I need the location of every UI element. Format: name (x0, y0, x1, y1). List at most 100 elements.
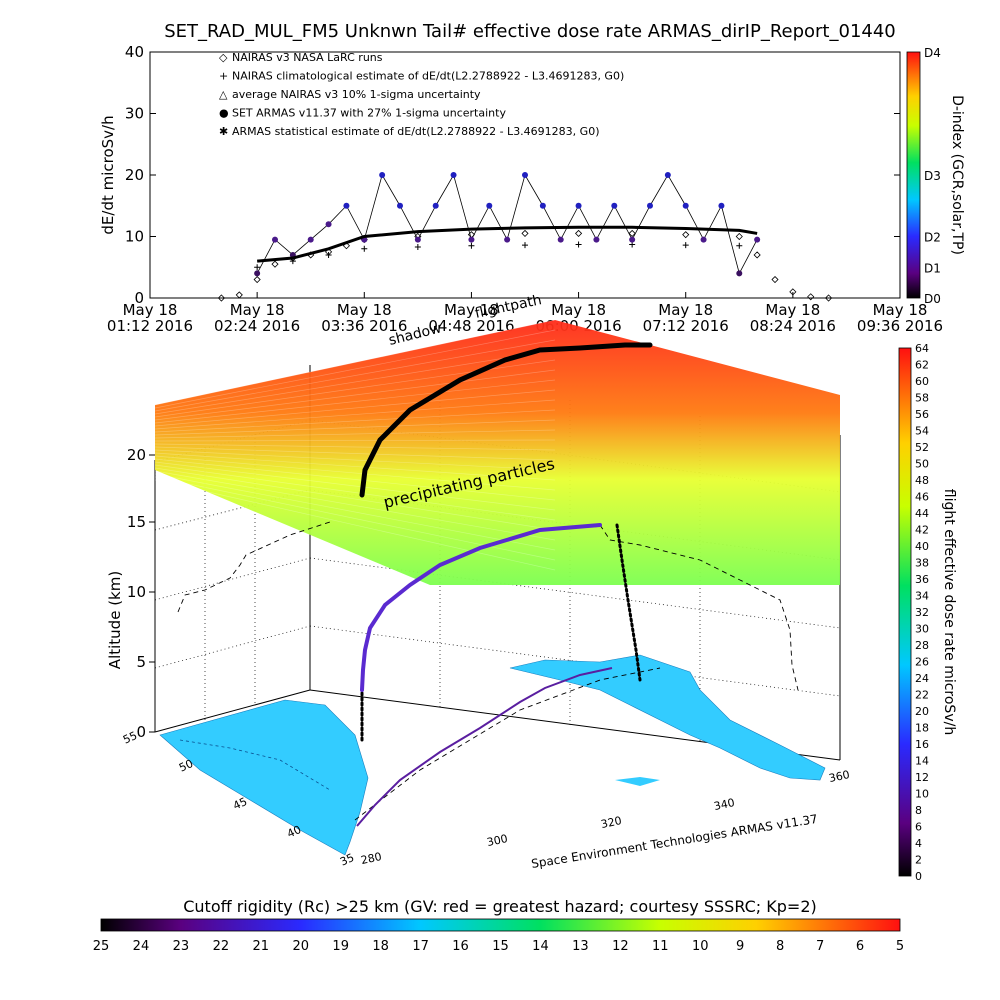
cutoff-tick-label: 12 (612, 939, 629, 954)
top-y-tick-label: 20 (125, 166, 144, 184)
dose-tick-label: 6 (915, 821, 922, 834)
cutoff-title: Cutoff rigidity (Rc) >25 km (GV: red = g… (183, 897, 817, 916)
legend-symbol: △ (219, 88, 228, 101)
land-east (509, 654, 826, 781)
z-tick-label: 15 (127, 513, 146, 531)
cutoff-ticks: 25 24 23 22 21 20 19 18 17 16 15 14 13 12 11 10 9 8 7 6 5 (93, 939, 904, 954)
sheet-line (154, 429, 556, 439)
sheet-line (154, 389, 556, 427)
lat-tick-label: 50 (177, 757, 195, 775)
lat-tick-label: 45 (231, 795, 249, 813)
lon-tick-label: 340 (713, 796, 736, 813)
dose-tick-label: 16 (915, 738, 929, 751)
dose-tick-label: 32 (915, 606, 929, 619)
armas-point (575, 202, 582, 209)
legend-entry: average NAIRAS v3 10% 1-sigma uncertaint… (232, 88, 481, 101)
dose-tick-label: 46 (915, 491, 929, 504)
dose-colorbar-label: flight effective dose rate microSv/h (941, 489, 957, 735)
armas-point (414, 236, 421, 243)
lat-tick-label: 40 (285, 823, 303, 841)
sheet-line (154, 319, 556, 406)
top-x-tick-time: 09:36 2016 (857, 317, 943, 335)
dose-tick-label: 30 (915, 623, 929, 636)
dose-tick-label: 26 (915, 656, 929, 669)
z-tick-label: 20 (127, 446, 146, 464)
dose-tick-label: 28 (915, 639, 929, 652)
top-x-tick-time: 02:24 2016 (214, 317, 300, 335)
lon-tick-label: 300 (486, 832, 509, 849)
dose-tick-label: 50 (915, 458, 929, 471)
armas-point (307, 236, 314, 243)
top-x-tick-time: 01:12 2016 (107, 317, 193, 335)
dose-tick-label: 58 (915, 392, 929, 405)
dindex-label: D-index (GCR,solar,TP) (949, 95, 965, 255)
nairas-point (253, 275, 261, 284)
sheet-line (154, 461, 556, 511)
sheet-line (154, 449, 556, 471)
nairas-point (771, 275, 779, 284)
nairas-point (235, 291, 243, 299)
armas-point (522, 172, 528, 178)
credit-text: Space Environment Technologies ARMAS v11… (530, 812, 818, 871)
climatological-point (736, 242, 743, 249)
climatological-point (522, 242, 528, 249)
sheet-line (154, 369, 556, 421)
armas-point (664, 172, 671, 178)
dose-tick-label: 12 (915, 771, 929, 784)
top-y-tick-label: 10 (125, 228, 144, 246)
nairas-point (628, 229, 636, 237)
radiation-sheet (154, 319, 840, 585)
dose-tick-label: 62 (915, 359, 929, 372)
cutoff-tick-label: 17 (412, 939, 429, 954)
dose-tick-label: 60 (915, 375, 929, 388)
lon-tick-label: 320 (600, 814, 623, 831)
sheet-line (154, 467, 556, 531)
cutoff-tick-label: 11 (652, 939, 669, 954)
dose-colorbar: 0246810121416182022242628303234363840424… (898, 342, 957, 883)
lon-tick-label: 280 (360, 850, 383, 867)
armas-point (486, 202, 493, 209)
ground-track (356, 667, 613, 827)
cutoff-tick-label: 22 (213, 939, 230, 954)
armas-point (379, 172, 386, 178)
armas-point (611, 202, 618, 209)
armas-point (450, 172, 457, 178)
armas-statistical-line (257, 225, 758, 263)
nairas-point (271, 260, 279, 268)
armas-point (557, 236, 564, 243)
sheet-line (154, 473, 556, 551)
dose-tick-label: 48 (915, 474, 929, 487)
climatological-point (254, 264, 261, 271)
sheet-line (154, 329, 556, 409)
legend-entry: NAIRAS v3 NASA LaRC runs (232, 51, 383, 64)
top-x-tick-date: May 18 (123, 301, 178, 319)
legend-symbol: ● (219, 107, 229, 120)
sheet-line (154, 455, 556, 491)
cutoff-tick-label: 15 (492, 939, 509, 954)
z-axis-label: Altitude (km) (106, 571, 124, 669)
dose-tick-label: 44 (915, 507, 929, 520)
nairas-point (735, 232, 743, 241)
dindex-tick-label: D3 (924, 169, 941, 183)
flight-3d-chart: 0 5 10 15 20 Altitude (km) 35 40 45 50 55 280 300… (106, 292, 851, 871)
legend-symbol: ✱ (219, 125, 228, 138)
dose-tick-label: 52 (915, 441, 929, 454)
nairas-point (521, 229, 529, 237)
armas-line (256, 173, 758, 275)
cutoff-tick-label: 8 (776, 939, 784, 954)
sheet-line (154, 399, 556, 430)
sheet-line (154, 452, 556, 481)
top-x-tick-date: May 18 (444, 301, 499, 319)
top-x-tick-time: 07:12 2016 (643, 317, 729, 335)
armas-point (254, 270, 261, 277)
lon-axis-ticks: 280 300 320 340 360 (360, 768, 851, 867)
top-x-tick-date: May 18 (873, 301, 928, 319)
sheet-line (154, 446, 556, 461)
cutoff-tick-label: 7 (816, 939, 824, 954)
nairas-point (753, 251, 761, 259)
armas-point (629, 236, 636, 243)
dose-tick-label: 24 (915, 672, 929, 685)
cutoff-tick-label: 24 (133, 939, 150, 954)
cutoff-tick-label: 19 (332, 939, 349, 954)
